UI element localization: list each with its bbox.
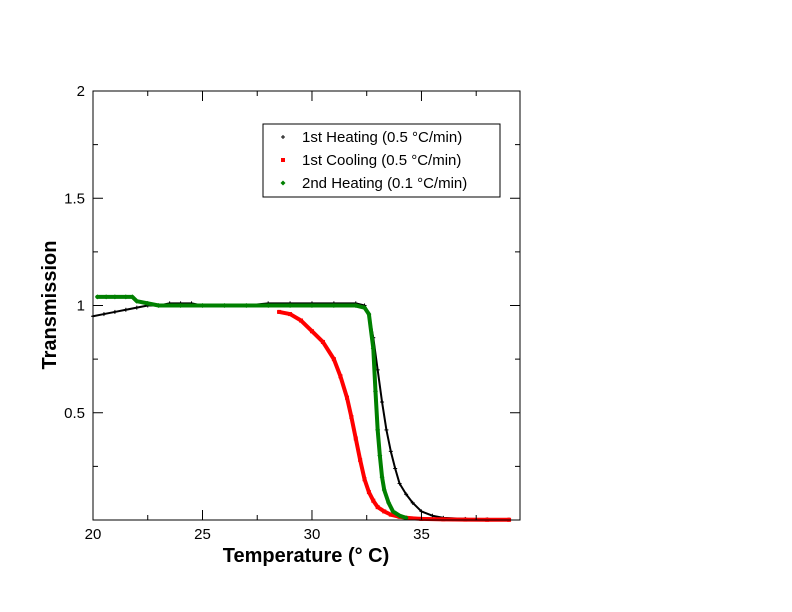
y-tick-label: 2 — [77, 83, 85, 100]
data-point — [393, 466, 398, 471]
series-1st-cooling-0-5-c-min — [277, 309, 512, 522]
x-tick-label: 35 — [413, 526, 430, 543]
data-point — [338, 374, 343, 379]
data-point — [103, 294, 109, 300]
data-point — [309, 329, 314, 334]
data-point — [101, 312, 106, 317]
data-point — [403, 515, 409, 521]
data-point — [441, 517, 446, 522]
data-point — [129, 294, 135, 300]
series-layer — [91, 294, 512, 522]
data-point — [380, 400, 385, 405]
legend-label-2nd-heating: 2nd Heating (0.1 °C/min) — [302, 175, 467, 192]
data-point — [388, 449, 393, 454]
data-point — [366, 311, 372, 317]
y-axis-title: Transmission — [39, 241, 61, 370]
data-point — [345, 395, 350, 400]
legend-marker-2nd-heating-0-1-c-min — [280, 180, 286, 186]
data-point — [353, 436, 358, 441]
y-tick-label: 1.5 — [64, 190, 85, 207]
data-point — [370, 345, 376, 351]
data-point — [408, 516, 413, 521]
data-point — [358, 457, 363, 462]
data-point — [384, 427, 389, 432]
legend-box — [262, 123, 501, 198]
data-point — [331, 303, 337, 308]
data-point — [362, 477, 367, 482]
data-point — [371, 498, 376, 503]
y-tick-label: 0.5 — [64, 405, 85, 422]
data-point — [349, 415, 354, 420]
data-point — [377, 453, 383, 459]
data-point — [123, 294, 129, 300]
data-point — [94, 294, 100, 300]
data-point — [331, 357, 336, 362]
data-point — [178, 303, 184, 308]
x-tick-label: 30 — [304, 526, 321, 543]
series-line-1st-cooling-0-5-c-min — [277, 309, 512, 522]
data-point — [382, 509, 387, 514]
data-point — [381, 487, 387, 493]
data-point — [112, 294, 118, 300]
legend-markers — [280, 135, 286, 186]
data-point — [397, 513, 403, 519]
data-point — [123, 307, 128, 312]
legend-label-1st-heating: 1st Heating (0.5 °C/min) — [302, 129, 462, 146]
x-axis-title: Temperature (° C) — [223, 545, 390, 567]
data-point — [390, 508, 396, 514]
series-2nd-heating-0-1-c-min — [94, 294, 409, 521]
data-point — [265, 303, 271, 308]
data-point — [379, 474, 385, 480]
x-tick-label: 25 — [194, 526, 211, 543]
data-point — [156, 303, 162, 308]
data-point — [353, 303, 359, 308]
data-point — [410, 500, 415, 505]
x-tick-label: 20 — [85, 526, 102, 543]
data-point — [430, 513, 435, 518]
data-point — [375, 427, 381, 433]
data-point — [404, 492, 409, 497]
data-point — [134, 305, 139, 310]
tick-labels: 20 25 30 35 0.5 1 1.5 2 — [64, 83, 430, 543]
ticks-layer — [92, 90, 520, 520]
legend-marker-1st-heating-0-5-c-min — [281, 135, 285, 139]
series-line-1st-heating-0-5-c-min — [92, 302, 511, 521]
legend-marker-1st-cooling-0-5-c-min — [281, 158, 285, 162]
series-1st-heating-0-5-c-min — [91, 301, 512, 522]
data-point — [388, 512, 393, 517]
data-point — [243, 303, 249, 308]
legend-label-1st-cooling: 1st Cooling (0.5 °C/min) — [302, 152, 461, 169]
data-point — [372, 388, 378, 394]
data-point — [134, 298, 140, 304]
data-point — [221, 303, 227, 308]
data-point — [362, 305, 368, 311]
data-point — [145, 300, 151, 306]
data-point — [386, 500, 392, 506]
data-point — [397, 481, 402, 486]
data-point — [320, 339, 325, 344]
data-point — [199, 303, 205, 308]
y-tick-label: 1 — [77, 298, 85, 315]
legend: 1st Heating (0.5 °C/min) 1st Cooling (0.… — [262, 123, 501, 198]
data-point — [112, 309, 117, 314]
data-point — [309, 303, 315, 308]
data-point — [288, 312, 293, 317]
data-point — [287, 303, 293, 308]
data-point — [277, 309, 282, 314]
data-point — [366, 490, 371, 495]
data-point — [299, 318, 304, 323]
series-line-2nd-heating-0-1-c-min — [95, 294, 409, 520]
data-point — [375, 505, 380, 510]
